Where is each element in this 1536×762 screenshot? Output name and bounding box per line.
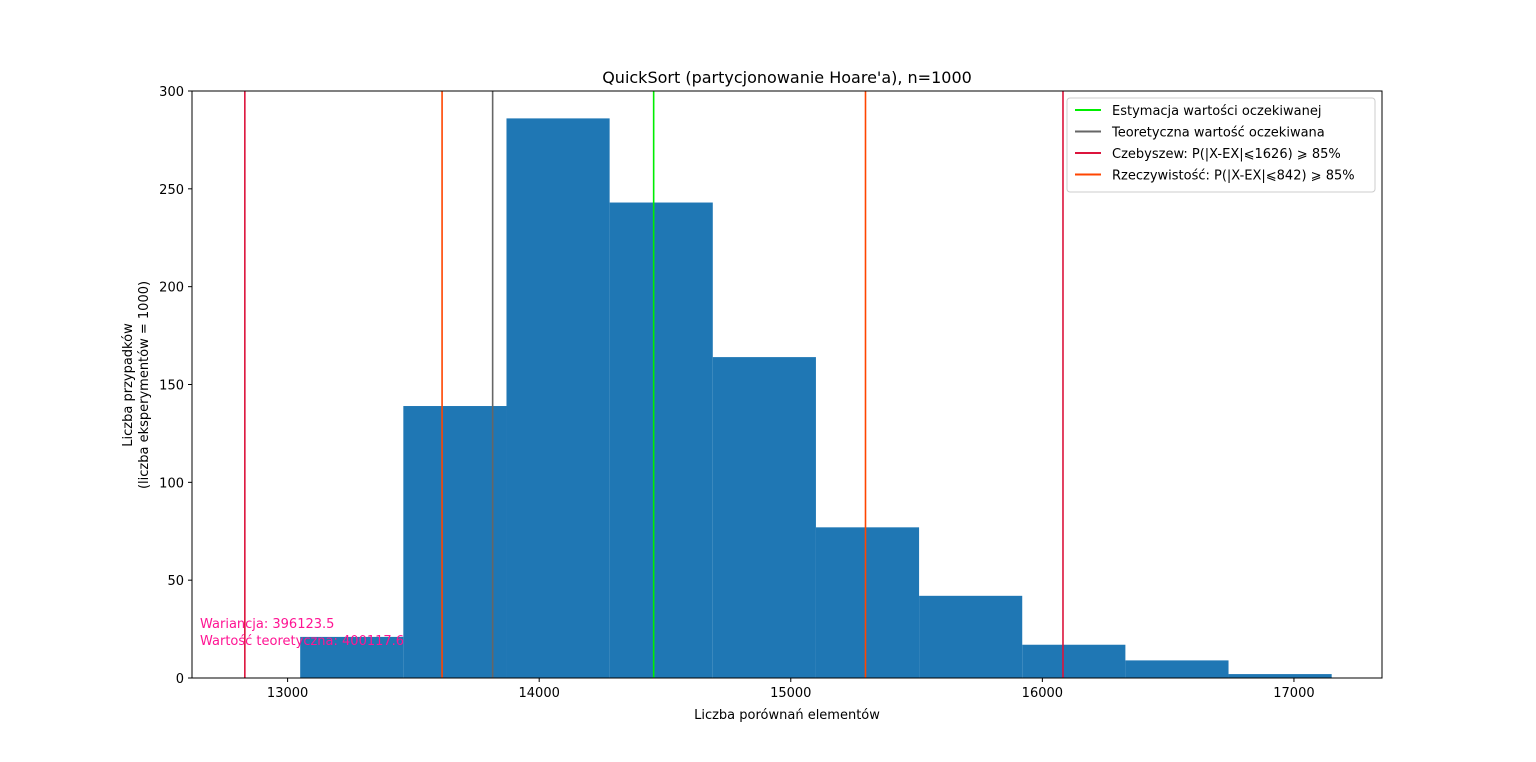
annotation-text: Wariancja: 396123.5 (200, 617, 334, 632)
annotation-text: Wartość teoretyczna: 400117.6 (200, 634, 404, 649)
histogram-bar (403, 406, 507, 678)
histogram-bar (300, 636, 404, 678)
histogram-bar (1125, 660, 1229, 678)
histogram-bar (506, 118, 610, 679)
histogram-bar (919, 595, 1023, 678)
legend-label: Teoretyczna wartość oczekiwana (1111, 126, 1325, 141)
y-tick-label: 200 (159, 281, 184, 296)
y-axis-ticks: 0 50 100 150 200 250 300 (159, 85, 192, 687)
y-axis-label-line-1: Liczba przypadków (121, 323, 136, 447)
y-tick-label: 150 (159, 379, 184, 394)
histogram-bar (1228, 674, 1332, 678)
x-tick-label: 16000 (1022, 686, 1063, 701)
y-axis-label-line-2: (liczba eksperymentów = 1000) (137, 281, 152, 489)
y-tick-label: 100 (159, 476, 184, 491)
x-axis-label: Liczba porównań elementów (694, 708, 880, 723)
y-tick-label: 50 (167, 574, 184, 589)
histogram-bar (609, 202, 713, 678)
y-tick-label: 250 (159, 183, 184, 198)
legend-label: Estymacja wartości oczekiwanej (1112, 104, 1321, 119)
variance-annotations: Wariancja: 396123.5 Wartość teoretyczna: … (200, 617, 404, 649)
y-axis-label: Liczba przypadków (liczba eksperymentów … (121, 281, 152, 489)
x-axis-ticks: 13000 14000 15000 16000 17000 (267, 678, 1315, 701)
chart-title: QuickSort (partycjonowanie Hoare'a), n=1… (602, 68, 972, 87)
legend-label: Czebyszew: P(|X-EX|⩽1626) ⩾ 85% (1112, 147, 1341, 162)
x-tick-label: 13000 (267, 686, 308, 701)
y-tick-label: 0 (176, 672, 184, 687)
x-tick-label: 17000 (1273, 686, 1314, 701)
histogram-bar (1022, 644, 1126, 678)
legend: Estymacja wartości oczekiwanej Teoretyczn… (1066, 97, 1376, 193)
histogram-bars (300, 118, 1332, 679)
reference-lines (244, 91, 1064, 678)
histogram-bar (712, 357, 816, 678)
x-tick-label: 15000 (770, 686, 811, 701)
x-tick-label: 14000 (519, 686, 560, 701)
legend-label: Rzeczywistość: P(|X-EX|⩽842) ⩾ 85% (1112, 169, 1355, 184)
histogram-bar (815, 527, 920, 678)
legend-box (1066, 97, 1376, 193)
y-tick-label: 300 (159, 85, 184, 100)
